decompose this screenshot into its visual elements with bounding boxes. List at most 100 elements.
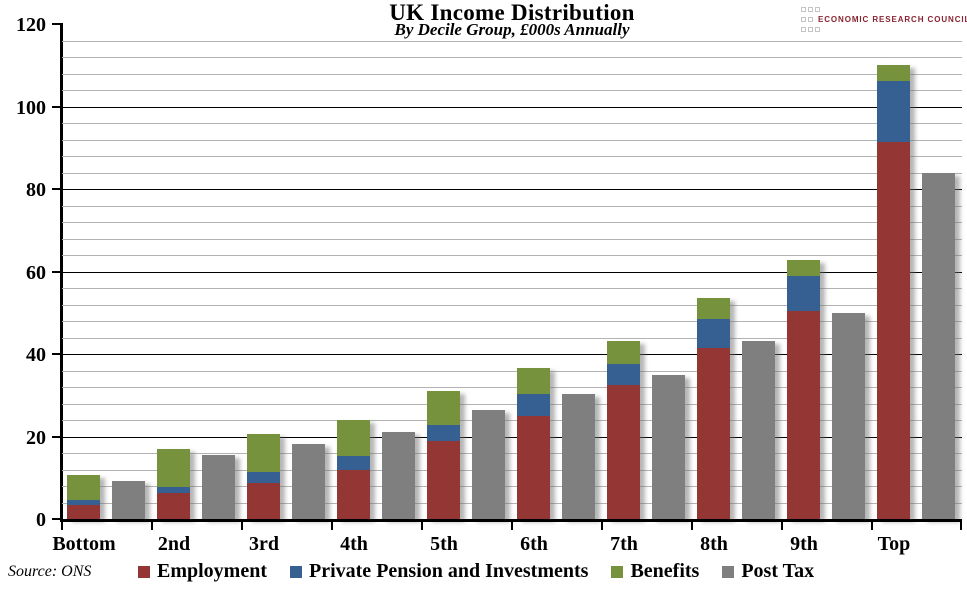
bar-group — [332, 24, 422, 519]
y-axis-label: 120 — [16, 14, 46, 36]
stacked-bar — [517, 368, 550, 519]
y-axis: 0 20 40 60 80 100 120 — [0, 14, 60, 531]
gridline-minor — [62, 486, 962, 487]
y-axis-tick — [52, 188, 60, 190]
gridline-major — [62, 189, 962, 190]
gridline-minor — [62, 304, 962, 306]
bar-segment-benefits — [787, 259, 820, 276]
gridline-major — [62, 436, 962, 438]
x-axis-tick — [151, 522, 153, 530]
logo-squares-row: ECONOMIC RESEARCH COUNCIL — [801, 15, 967, 24]
legend-label: Benefits — [630, 560, 700, 582]
stacked-bar — [157, 449, 190, 519]
gridline-minor — [62, 238, 962, 240]
bar-segment-employment — [67, 504, 100, 519]
gridline-minor — [62, 139, 962, 141]
bar-post-tax — [652, 374, 685, 519]
x-axis-tick — [241, 522, 243, 530]
gridline-minor — [62, 469, 962, 471]
logo-square-icon — [815, 27, 820, 32]
x-axis-label: Top — [877, 533, 911, 555]
bar-group — [602, 24, 692, 519]
x-axis-tick — [781, 522, 783, 530]
gridline-minor — [62, 403, 962, 405]
legend-label: Employment — [157, 560, 267, 582]
x-axis-label: 6th — [520, 533, 548, 555]
gridline-minor — [62, 502, 962, 504]
gridline-minor — [62, 172, 962, 174]
bar-post-tax — [202, 455, 235, 519]
gridline-minor — [62, 73, 962, 75]
legend-swatch-employment — [138, 565, 150, 578]
bar-segment-private-pension-and-investments — [67, 499, 100, 505]
y-axis-tick — [52, 353, 60, 355]
x-axis-label: 2nd — [157, 533, 191, 555]
x-axis-label: Bottom — [52, 533, 116, 555]
bar-segment-private-pension-and-investments — [337, 456, 370, 470]
gridline-major — [62, 354, 962, 355]
bar-segment-employment — [427, 440, 460, 519]
bar-segment-benefits — [697, 297, 730, 319]
legend-item-employment: Employment — [138, 560, 267, 583]
logo-squares-row — [801, 6, 967, 13]
bar-group — [62, 24, 152, 519]
bar-group — [242, 24, 332, 519]
bar-segment-employment — [337, 469, 370, 519]
gridline-major — [62, 106, 962, 108]
gridline-minor — [62, 123, 962, 124]
gridline-minor — [62, 321, 962, 322]
bar-group — [872, 24, 962, 519]
gridline-minor — [62, 255, 962, 256]
legend-item-benefits: Benefits — [611, 560, 699, 583]
stacked-bar — [697, 297, 730, 519]
x-axis-tick — [871, 522, 873, 530]
logo-squares-row — [801, 26, 967, 33]
y-axis-tick — [52, 270, 60, 273]
bar-segment-private-pension-and-investments — [247, 472, 280, 483]
bar-segment-benefits — [517, 368, 550, 395]
y-axis-label: 40 — [26, 344, 46, 366]
stacked-bar — [247, 434, 280, 519]
x-axis-tick — [960, 522, 962, 530]
bar-segment-private-pension-and-investments — [517, 394, 550, 416]
legend: Employment Private Pension and Investment… — [138, 560, 814, 583]
y-axis-line — [60, 23, 63, 522]
bar-post-tax — [112, 481, 145, 519]
legend-swatch-post-tax — [722, 565, 735, 578]
bar-post-tax — [742, 340, 775, 519]
gridline-minor — [62, 90, 962, 91]
x-axis-label: 3rd — [249, 533, 279, 555]
logo-square-icon — [815, 7, 820, 12]
bar-post-tax — [472, 409, 505, 519]
chart-title: UK Income Distribution — [389, 0, 635, 25]
gridline-major — [62, 271, 962, 273]
gridline-minor — [62, 156, 962, 157]
logo-wordmark: ECONOMIC RESEARCH COUNCIL — [818, 15, 967, 24]
y-axis-label: 60 — [26, 261, 46, 284]
y-axis-tick — [52, 23, 60, 25]
bar-group — [512, 24, 602, 519]
legend-label: Post Tax — [741, 560, 815, 582]
stacked-bar — [427, 390, 460, 519]
logo-square-icon — [801, 17, 806, 22]
y-axis-label: 100 — [16, 96, 46, 119]
gridline-minor — [62, 337, 962, 339]
bar-segment-employment — [787, 311, 820, 519]
bar-post-tax — [292, 443, 325, 519]
bar-segment-benefits — [607, 341, 640, 365]
bar-group — [692, 24, 782, 519]
bar-segment-benefits — [157, 449, 190, 488]
x-axis-label: 9th — [790, 533, 818, 555]
gridline-minor — [62, 288, 962, 289]
logo-square-icon — [801, 27, 806, 32]
x-axis-tick — [601, 522, 603, 530]
bar-post-tax — [922, 172, 955, 519]
bar-post-tax — [382, 432, 415, 519]
bar-segment-employment — [697, 348, 730, 519]
gridline-minor — [62, 222, 962, 223]
y-axis-tick — [52, 518, 60, 520]
bar-segment-benefits — [247, 434, 280, 473]
bar-segment-private-pension-and-investments — [607, 364, 640, 386]
bar-segment-private-pension-and-investments — [787, 275, 820, 312]
